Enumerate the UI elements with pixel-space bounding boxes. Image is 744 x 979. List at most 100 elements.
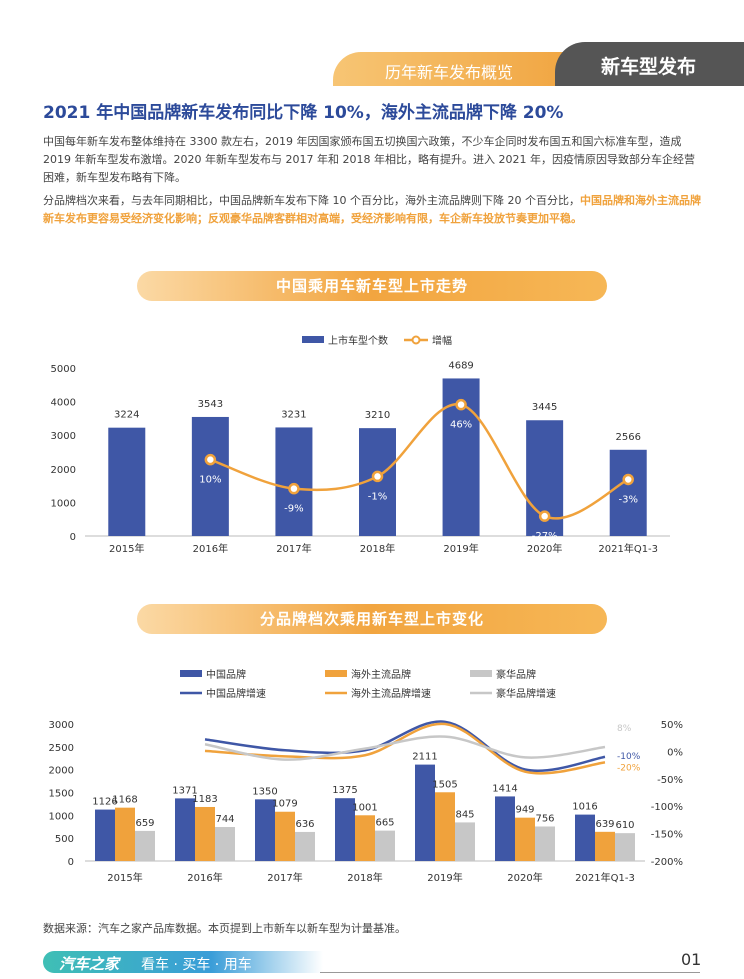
y2-tick-label: -200% <box>651 857 683 868</box>
chart1-new-models-trend: 上市车型个数 增幅 0 1000 2000 3000 4000 5000 3224 2015年 35… <box>51 334 670 555</box>
y2-tick-label: -150% <box>651 830 683 841</box>
x-tick-label: 2021年Q1-3 <box>598 542 658 555</box>
growth-value-label: -27% <box>532 531 558 542</box>
bar-luxury-brand <box>615 833 635 861</box>
bar-value-label: 639 <box>595 819 614 830</box>
bar-overseas-brand <box>195 806 215 861</box>
bar-value-label: 3543 <box>198 399 223 410</box>
bar-value-label: 1350 <box>252 786 277 797</box>
bar-value-label: 744 <box>215 814 234 825</box>
bar-value-label: 659 <box>135 818 154 829</box>
y-tick-label: 0 <box>68 857 74 868</box>
footer-slogan: 看车 · 买车 · 用车 <box>141 957 252 973</box>
x-tick-label: 2017年 <box>276 542 311 555</box>
legend-marker-growth <box>411 335 421 345</box>
x-tick-label: 2019年 <box>443 542 478 555</box>
y-tick-label: 3000 <box>49 720 74 731</box>
line-end-label: 8% <box>617 724 632 734</box>
legend-label-bar: 中国品牌 <box>206 668 246 681</box>
chart1-banner: 中国乘用车新车型上市走势 <box>137 271 607 301</box>
series-line-growth <box>204 720 606 772</box>
y2-tick-label: 50% <box>661 720 683 731</box>
y-tick-label: 500 <box>55 834 74 845</box>
bar-value-label: 610 <box>615 820 634 831</box>
bar-value-label: 1371 <box>172 785 197 796</box>
legend-label-line: 豪华品牌增速 <box>496 687 556 700</box>
y2-tick-label: 0% <box>667 747 683 758</box>
bar-overseas-brand <box>515 817 535 861</box>
legend-swatch-bar <box>325 670 347 677</box>
y-tick-label: 2500 <box>49 743 74 754</box>
point-growth <box>538 510 551 522</box>
y-tick-label: 1000 <box>51 498 76 509</box>
bar-value-label: 1183 <box>192 794 217 805</box>
bar-value-label: 2111 <box>412 752 437 763</box>
bar-value-label: 1375 <box>332 785 357 796</box>
series-line-growth <box>204 735 606 761</box>
x-tick-label: 2020年 <box>507 871 542 884</box>
bar-value-label: 949 <box>515 805 534 816</box>
x-tick-label: 2015年 <box>107 871 142 884</box>
bar-value-label: 4689 <box>448 360 473 371</box>
bar-models <box>275 427 313 536</box>
legend-label-growth: 增幅 <box>432 334 452 347</box>
bar-value-label: 665 <box>375 818 394 829</box>
chart2-title: 分品牌档次乘用新车型上市变化 <box>259 610 484 628</box>
bar-china-brand <box>335 798 355 861</box>
bar-value-label: 636 <box>295 819 314 830</box>
growth-value-label: 10% <box>199 475 221 486</box>
y-tick-label: 3000 <box>51 431 76 442</box>
bar-value-label: 1505 <box>432 779 457 790</box>
x-tick-label: 2021年Q1-3 <box>575 871 635 884</box>
brand-paragraph: 分品牌档次来看，与去年同期相比，中国品牌新车发布下降 10 个百分比，海外主流品… <box>43 192 703 228</box>
y2-tick-label: -100% <box>651 802 683 813</box>
bar-luxury-brand <box>455 822 475 861</box>
y-tick-label: 2000 <box>51 465 76 476</box>
bar-overseas-brand <box>435 792 455 861</box>
legend-label-bar: 豪华品牌 <box>496 668 536 681</box>
legend-swatch-bar <box>180 670 202 677</box>
growth-value-label: 46% <box>450 420 472 431</box>
y-tick-label: 0 <box>70 532 76 543</box>
y-tick-label: 5000 <box>51 364 76 375</box>
bar-value-label: 1001 <box>352 802 377 813</box>
intro-paragraph: 中国每年新车发布整体维持在 3300 款左右，2019 年因国家颁布国五切换国六… <box>43 135 695 184</box>
bar-value-label: 1079 <box>272 799 297 810</box>
growth-value-label: -3% <box>618 494 637 505</box>
bar-models <box>191 416 229 536</box>
bar-overseas-brand <box>275 811 295 861</box>
x-tick-label: 2020年 <box>527 542 562 555</box>
bar-luxury-brand <box>295 831 315 861</box>
section-tab: 历年新车发布概览 <box>333 52 598 86</box>
footer-brand-logo: 汽车之家 <box>59 955 120 973</box>
bar-value-label: 845 <box>455 809 474 820</box>
legend-label-bar: 海外主流品牌 <box>351 668 411 681</box>
series-line-growth <box>209 403 629 520</box>
y2-tick-label: -50% <box>657 775 683 786</box>
bar-china-brand <box>175 798 195 861</box>
chart1-title: 中国乘用车新车型上市走势 <box>275 277 468 295</box>
y-tick-label: 2000 <box>49 766 74 777</box>
page-headline: 2021 年中国品牌新车发布同比下降 10%，海外主流品牌下降 20% <box>43 103 564 123</box>
bar-value-label: 3445 <box>532 402 557 413</box>
bar-models <box>108 427 146 536</box>
bar-overseas-brand <box>595 831 615 861</box>
y-tick-label: 1500 <box>49 789 74 800</box>
bar-china-brand <box>415 764 435 861</box>
brand-paragraph-text: 分品牌档次来看，与去年同期相比，中国品牌新车发布下降 10 个百分比，海外主流品… <box>43 194 580 207</box>
footer-divider <box>320 972 700 973</box>
brand-paragraph-highlight: 中国品牌和海外主流品牌新车发布更容易受经济变化影响；反观豪华品牌客群相对高端，受… <box>43 194 701 225</box>
growth-value-label: -1% <box>368 491 387 502</box>
bar-luxury-brand <box>375 830 395 861</box>
chart2-banner: 分品牌档次乘用新车型上市变化 <box>137 604 607 634</box>
section-label: 历年新车发布概览 <box>385 63 514 82</box>
point-growth <box>622 473 634 486</box>
series-line-growth <box>204 722 606 775</box>
line-end-label: -10% <box>617 752 641 762</box>
bar-china-brand <box>95 809 115 861</box>
bar-value-label: 3224 <box>114 410 139 421</box>
legend-label-models: 上市车型个数 <box>328 334 388 347</box>
bar-overseas-brand <box>115 807 135 861</box>
bar-luxury-brand <box>215 827 235 861</box>
